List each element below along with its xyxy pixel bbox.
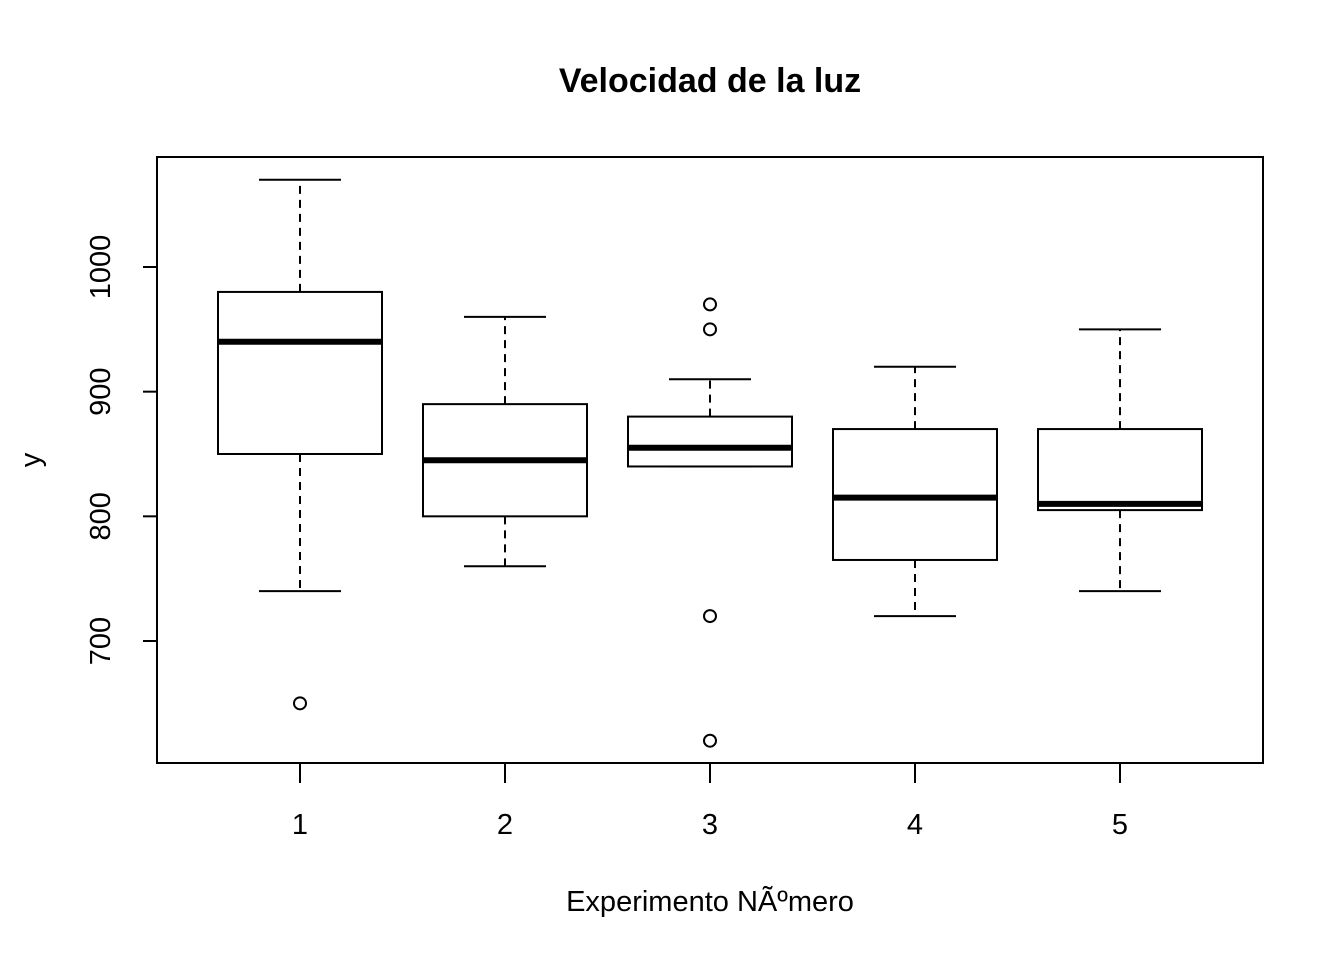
- box-iqr: [627, 415, 793, 468]
- chart-title: Velocidad de la luz: [559, 62, 861, 100]
- outlier-point: [703, 322, 717, 337]
- y-tick-label: 900: [85, 367, 117, 415]
- x-tick-label: 3: [702, 809, 718, 841]
- box-iqr: [217, 290, 383, 455]
- y-tick-label: 700: [85, 617, 117, 665]
- x-tick-label: 1: [292, 809, 308, 841]
- outlier-point: [293, 696, 307, 711]
- box-iqr: [832, 428, 998, 561]
- y-tick-label: 800: [85, 492, 117, 540]
- x-tick-label: 4: [907, 809, 923, 841]
- x-axis-label: Experimento NÃºmero: [566, 884, 854, 918]
- outlier-point: [703, 297, 717, 312]
- box-iqr: [1037, 428, 1203, 512]
- y-tick-label: 1000: [85, 235, 117, 300]
- outlier-point: [703, 609, 717, 624]
- outlier-point: [703, 733, 717, 748]
- y-axis-label: y: [15, 452, 47, 467]
- chart-marks: 700 800 900 1000 1 2 3 4 5: [85, 178, 1203, 841]
- x-tick-label: 2: [497, 809, 513, 841]
- x-tick-label: 5: [1112, 809, 1128, 841]
